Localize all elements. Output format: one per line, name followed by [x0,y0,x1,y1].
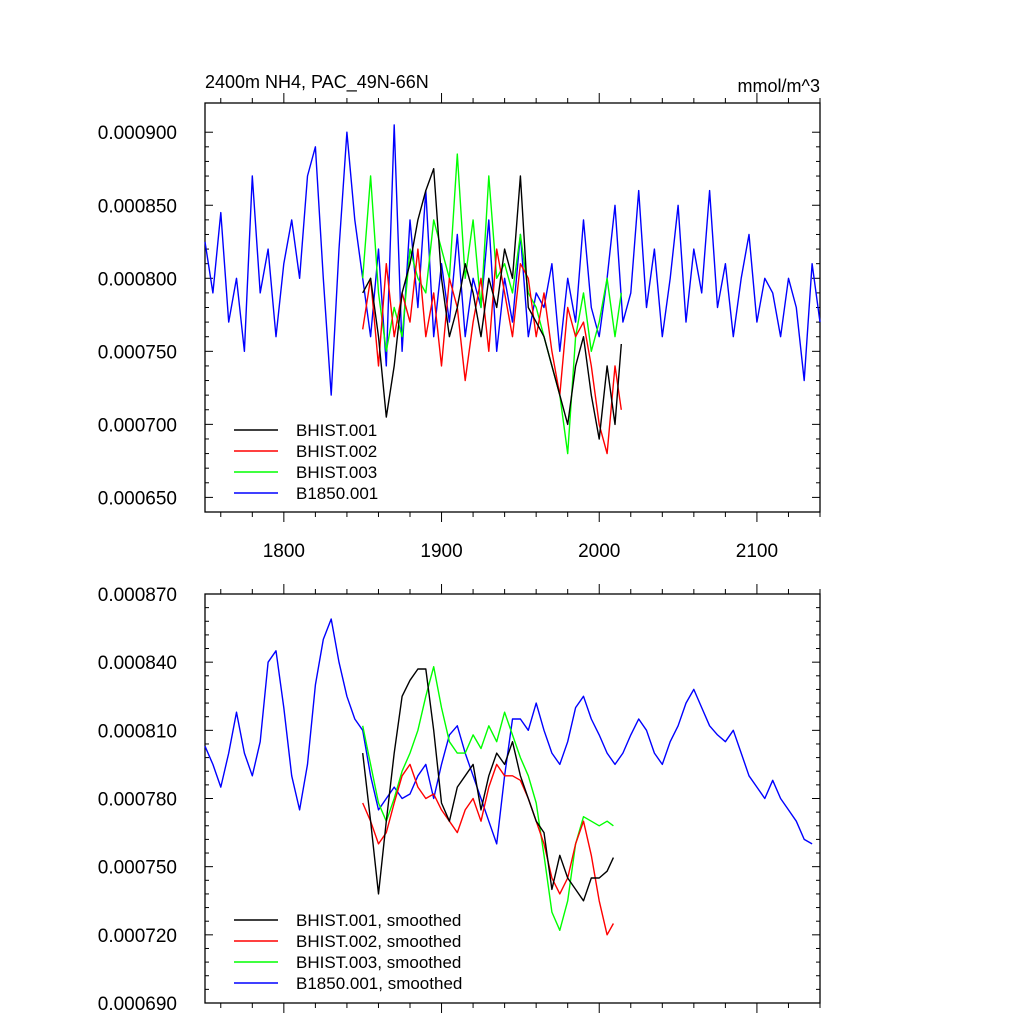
bottom-series-lines [204,618,813,936]
bottom-legend: BHIST.001, smoothed BHIST.002, smoothed BH… [234,911,462,993]
legend-label: BHIST.002, smoothed [296,932,461,951]
y-tick-label: 0.000750 [98,858,177,879]
x-tick-label: 1800 [263,541,305,562]
legend-label: B1850.001 [296,484,378,503]
top-units-label: mmol/m^3 [738,76,820,96]
legend-label: BHIST.001 [296,421,377,440]
series-line-bhist-003 [362,153,622,455]
x-tick-label: 1900 [420,541,462,562]
top-x-axis: 1800 1900 2000 2100 [220,93,821,562]
y-tick-label: 0.000690 [98,994,177,1015]
legend-label: BHIST.002 [296,442,377,461]
top-series-lines [204,124,821,455]
legend-label: B1850.001, smoothed [296,974,462,993]
x-tick-label: 2100 [736,541,778,562]
y-tick-label: 0.000900 [98,123,177,144]
series-line-bhist-003-smoothed [362,666,614,931]
y-tick-label: 0.000870 [98,585,177,606]
y-tick-label: 0.000700 [98,415,177,436]
bottom-x-axis [220,584,821,1013]
y-tick-label: 0.000800 [98,269,177,290]
bottom-panel: 0.000690 0.000720 0.000750 0.000780 0.000810… [98,584,821,1015]
legend-label: BHIST.003, smoothed [296,953,461,972]
x-tick-label: 2000 [578,541,620,562]
top-legend: BHIST.001 BHIST.002 BHIST.003 B1850.001 [234,421,378,503]
series-line-b1850-001 [204,124,821,396]
top-panel: 0.000650 0.000700 0.000750 0.000800 0.000850… [98,72,821,562]
series-line-b1850-001-smoothed [204,618,813,845]
top-chart-title: 2400m NH4, PAC_49N-66N [205,72,429,93]
legend-label: BHIST.001, smoothed [296,911,461,930]
series-line-bhist-001 [362,167,622,440]
y-tick-label: 0.000810 [98,721,177,742]
series-line-bhist-002-smoothed [362,763,615,936]
bottom-y-axis: 0.000690 0.000720 0.000750 0.000780 0.000810… [98,585,820,1015]
y-tick-label: 0.000750 [98,342,177,363]
y-tick-label: 0.000720 [98,926,177,947]
y-tick-label: 0.000840 [98,653,177,674]
y-tick-label: 0.000780 [98,790,177,811]
y-tick-label: 0.000850 [98,196,177,217]
top-y-axis: 0.000650 0.000700 0.000750 0.000800 0.000850… [98,123,820,509]
series-line-bhist-001-smoothed [362,668,615,902]
legend-label: BHIST.003 [296,463,377,482]
y-tick-label: 0.000650 [98,488,177,509]
series-line-bhist-002 [362,248,622,455]
